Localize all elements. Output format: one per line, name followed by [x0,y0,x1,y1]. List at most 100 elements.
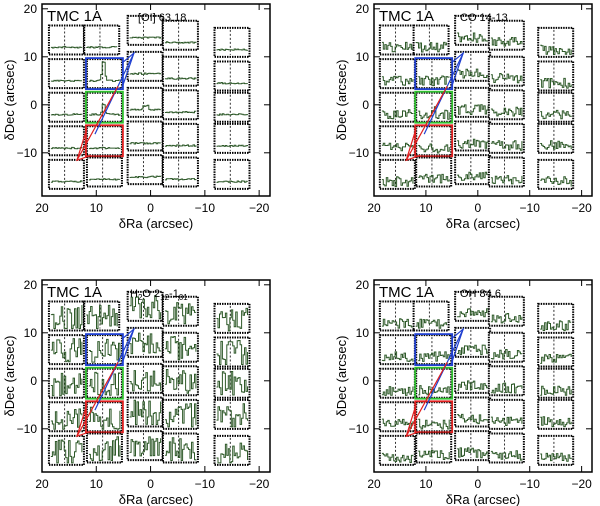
spaxel [126,430,164,462]
spectrum-line [164,144,197,147]
spaxel [414,333,454,367]
spaxel [47,300,85,332]
spaxel-frame [487,89,525,121]
spaxel [487,156,525,188]
blue-outflow-arrow [121,51,136,89]
spaxel [47,24,85,56]
spectrum-line [50,79,82,82]
spectrum-line [216,113,248,116]
spaxel [537,91,575,123]
y-axis-label: δDec (arcsec) [2,336,17,417]
spectrum-line [129,295,162,320]
y-tick-label: 20 [24,278,38,292]
spaxel [378,434,416,466]
y-tick-label: 10 [24,326,38,340]
spectrum-line [216,403,248,428]
spaxel [161,331,199,363]
spaxel [47,125,85,157]
spaxel-frame [454,362,492,394]
spectrum-line [490,450,523,461]
x-tick-label: 10 [90,477,104,491]
spaxel-frame [537,398,575,430]
spaxel-frame [47,125,85,157]
spaxel [378,24,416,56]
spaxel-frame [126,396,164,428]
x-tick-label: −20 [571,201,592,215]
spaxel-frame [537,302,575,334]
spaxel [378,300,416,332]
x-axis-label: δRa (arcsec) [446,216,520,231]
spaxel [126,362,164,394]
y-tick-label: −10 [349,146,370,160]
spaxel-frame [83,24,121,56]
spaxel [537,398,575,430]
spaxel [85,57,124,90]
spaxel-frame [47,58,85,90]
y-tick-label: 10 [356,326,370,340]
spaxel-frame [126,290,164,322]
spaxel-frame [415,125,453,157]
spaxel-frame [161,365,199,397]
spaxel [47,401,85,433]
spaxel-frame [415,91,453,123]
spaxel-frame [213,91,251,123]
spectrum-line [50,439,83,464]
spaxel-frame [126,362,164,394]
spaxel-frame [47,334,85,366]
spectrum-line [129,175,162,179]
spaxel [161,89,199,121]
x-tick-label: 0 [147,477,154,491]
spaxel [47,158,85,190]
spectrum-line [540,416,572,428]
spaxel-frame [85,156,123,188]
x-tick-label: 10 [419,201,433,215]
spectrum-line [381,142,414,152]
spaxel-frame [126,86,164,118]
spectrum-line [415,41,448,53]
spaxel-frame [378,334,416,366]
spectrum-line [381,176,414,188]
spectrum-line [381,418,414,429]
spectrum-line [490,106,523,117]
spaxel-frame [487,156,525,188]
spaxel-frame [83,300,121,332]
spaxel-frame [378,91,416,123]
spaxel [213,398,251,430]
spaxel-frame [415,58,453,90]
spaxel-frame [85,432,123,464]
spaxel-frame [47,158,85,190]
red-outflow-axis [405,86,448,161]
spaxel-frame [378,58,416,90]
spectrum-line [88,146,121,150]
spaxel-frame [213,158,251,190]
spaxel [126,154,164,186]
highlight-box-blue [414,333,454,367]
spaxel [378,91,416,123]
spaxel-frame [47,367,85,399]
spaxel [454,120,492,152]
spectrum-line [216,144,248,147]
spectrum-line [164,178,197,181]
spectrum-line [457,447,489,459]
spectrum-line [490,140,523,151]
spectrum-line [457,138,489,149]
spectrum-line [540,176,572,187]
spectrum-line [457,380,489,391]
spaxel [454,326,492,358]
spaxel [126,86,164,118]
y-tick-label: 20 [356,278,370,292]
x-tick-label: −20 [249,201,270,215]
spaxel [414,124,454,158]
spaxel [85,90,124,124]
spectrum-line [50,180,83,183]
spaxel [126,50,164,82]
spectrum-line [457,104,489,115]
spectrum-line [164,403,197,428]
spaxel [213,336,251,368]
spaxel [126,290,164,322]
spectrum-line [129,142,162,145]
line-name: OH 84.6 [460,288,501,300]
highlight-box-red [414,400,454,434]
spaxel [213,122,251,154]
spaxel [487,331,525,363]
